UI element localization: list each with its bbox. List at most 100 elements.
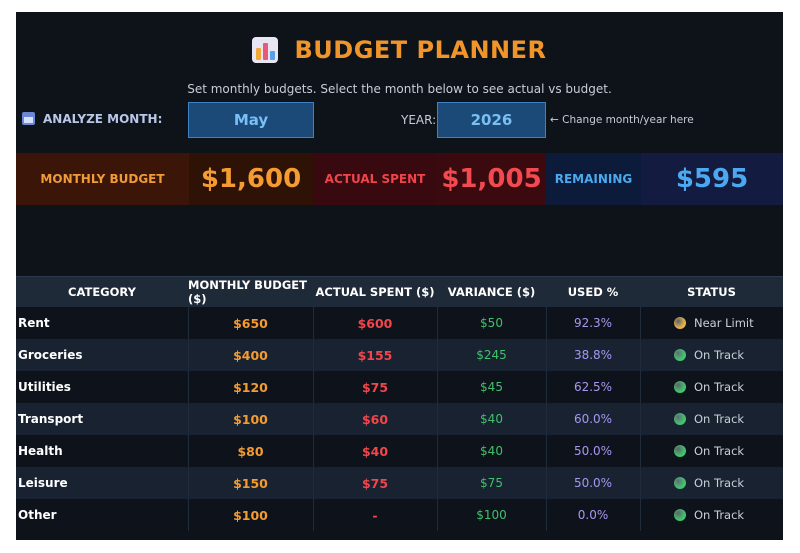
cell-status: On Track <box>640 467 783 499</box>
column-divider <box>640 499 641 531</box>
cell-category: Health <box>18 444 63 458</box>
cell-actual: $75 <box>361 379 389 395</box>
cell-used-percent: 0.0% <box>577 508 609 522</box>
status-label: On Track <box>694 380 745 394</box>
cell-variance: $45 <box>480 380 503 394</box>
status-label: On Track <box>694 508 745 522</box>
cell-used-percent: 50.0% <box>573 476 613 490</box>
cell-used-percent: 50.0% <box>573 444 613 458</box>
budget-sheet: BUDGET PLANNER Set monthly budgets. Sele… <box>16 12 783 540</box>
cell-budget: $650 <box>233 315 268 331</box>
column-divider <box>188 499 189 531</box>
table-header: CATEGORY MONTHLY BUDGET ($) ACTUAL SPENT… <box>16 276 783 308</box>
cell-budget: $80 <box>237 443 264 459</box>
column-divider <box>188 371 189 403</box>
cell-category: Other <box>18 508 57 522</box>
column-divider <box>640 307 641 339</box>
cell-used-percent: 62.5% <box>573 380 613 394</box>
calendar-icon <box>22 112 35 125</box>
column-divider <box>640 403 641 435</box>
column-divider <box>188 403 189 435</box>
analyze-month-label: ANALYZE MONTH: <box>43 112 163 126</box>
table-row: Health $80 $40 $40 50.0% On Track <box>16 435 783 467</box>
column-divider <box>188 435 189 467</box>
status-dot-icon <box>674 349 686 361</box>
monthly-budget-label: MONTHLY BUDGET <box>16 153 189 205</box>
status-dot-icon <box>674 445 686 457</box>
cell-actual: $75 <box>361 475 389 491</box>
table-row: Other $100 - $100 0.0% On Track <box>16 499 783 531</box>
cell-variance: $50 <box>480 316 503 330</box>
cell-status: Near Limit <box>640 307 783 339</box>
column-divider <box>546 339 547 371</box>
cell-status: On Track <box>640 499 783 531</box>
month-selector[interactable]: May <box>188 102 314 138</box>
cell-variance: $100 <box>476 508 507 522</box>
cell-variance: $245 <box>476 348 507 362</box>
cell-actual: $40 <box>361 443 389 459</box>
column-divider <box>640 339 641 371</box>
column-divider <box>437 467 438 499</box>
table-row: Transport $100 $60 $40 60.0% On Track <box>16 403 783 435</box>
cell-status: On Track <box>640 339 783 371</box>
cell-budget: $100 <box>233 507 268 523</box>
cell-used-percent: 38.8% <box>573 348 613 362</box>
column-divider <box>188 307 189 339</box>
cell-actual: - <box>372 507 378 523</box>
year-selector[interactable]: 2026 <box>437 102 546 138</box>
cell-actual: $600 <box>357 315 393 331</box>
cell-variance: $40 <box>480 444 503 458</box>
status-label: On Track <box>694 476 745 490</box>
status-label: On Track <box>694 348 745 362</box>
column-divider <box>437 499 438 531</box>
column-divider <box>313 499 314 531</box>
column-divider <box>640 467 641 499</box>
header-status: STATUS <box>687 285 736 299</box>
cell-budget: $100 <box>233 411 268 427</box>
column-divider <box>313 339 314 371</box>
cell-budget: $120 <box>233 379 268 395</box>
status-label: On Track <box>694 412 745 426</box>
column-divider <box>546 435 547 467</box>
table-row: Utilities $120 $75 $45 62.5% On Track <box>16 371 783 403</box>
header-category: CATEGORY <box>68 285 136 299</box>
actual-spent-label: ACTUAL SPENT <box>313 153 437 205</box>
status-dot-icon <box>674 413 686 425</box>
cell-used-percent: 60.0% <box>573 412 613 426</box>
title-row: BUDGET PLANNER <box>16 34 783 66</box>
column-divider <box>546 371 547 403</box>
cell-category: Utilities <box>18 380 71 394</box>
column-divider <box>437 435 438 467</box>
remaining-value: $595 <box>641 153 783 205</box>
cell-status: On Track <box>640 371 783 403</box>
remaining-label: REMAINING <box>546 153 641 205</box>
cell-variance: $40 <box>480 412 503 426</box>
bar-chart-icon <box>252 37 279 63</box>
column-divider <box>188 467 189 499</box>
status-dot-icon <box>674 317 686 329</box>
status-dot-icon <box>674 477 686 489</box>
header-monthly-budget: MONTHLY BUDGET ($) <box>188 278 307 306</box>
status-label: On Track <box>694 444 745 458</box>
column-divider <box>546 467 547 499</box>
actual-spent-value: $1,005 <box>437 153 546 205</box>
cell-status: On Track <box>640 435 783 467</box>
column-divider <box>313 467 314 499</box>
header-actual-spent: ACTUAL SPENT ($) <box>315 285 435 299</box>
table-row: Leisure $150 $75 $75 50.0% On Track <box>16 467 783 499</box>
column-divider <box>437 403 438 435</box>
column-divider <box>640 435 641 467</box>
status-dot-icon <box>674 381 686 393</box>
cell-category: Transport <box>18 412 84 426</box>
cell-used-percent: 92.3% <box>573 316 613 330</box>
column-divider <box>546 499 547 531</box>
column-divider <box>188 339 189 371</box>
column-divider <box>437 307 438 339</box>
column-divider <box>640 371 641 403</box>
column-divider <box>313 307 314 339</box>
column-divider <box>437 371 438 403</box>
column-divider <box>437 339 438 371</box>
cell-category: Rent <box>18 316 50 330</box>
header-used-percent: USED % <box>567 285 619 299</box>
cell-category: Leisure <box>18 476 68 490</box>
